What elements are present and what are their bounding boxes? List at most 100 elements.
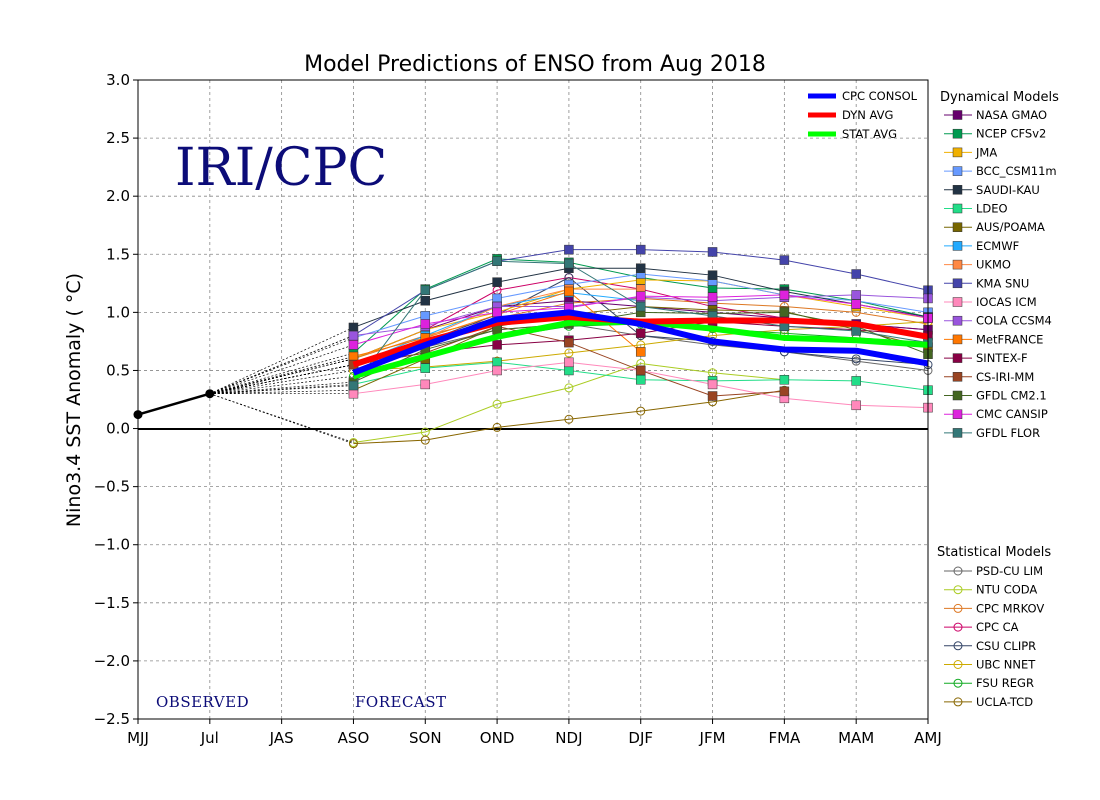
legend-swatch-marker (952, 241, 963, 251)
series-point (420, 363, 431, 373)
y-tick-label: 2.5 (106, 129, 130, 147)
series-point (492, 277, 502, 287)
series-point (348, 351, 359, 362)
legend-label-jma: JMA (975, 145, 997, 159)
series-point (635, 263, 646, 273)
y-tick-label: 2.0 (106, 187, 130, 205)
series-point (348, 388, 359, 399)
series-point (851, 290, 861, 300)
legend-label-cpc-mrkov: CPC MRKOV (976, 601, 1044, 615)
legend-swatch-marker (953, 660, 963, 669)
x-tick-label: JFM (699, 729, 726, 747)
series-point (564, 286, 574, 297)
dynamical-models-legend: NASA GMAO NCEP CFSv2 JMA BCC_CSM11m SAUDI-KA… (944, 108, 1057, 440)
series-point (779, 386, 790, 397)
fan-line (209, 358, 354, 395)
legend-label-saudi-kau: SAUDI-KAU (976, 183, 1040, 197)
summary-line-cpc-consol (352, 309, 929, 376)
legend-label-stat-avg: STAT AVG (842, 127, 897, 141)
legend-swatch-marker (952, 315, 963, 326)
fan-line (209, 352, 354, 395)
series-point (564, 337, 574, 348)
legend-swatch-marker (953, 585, 963, 595)
legend-label-sintex-f: SINTEX-F (976, 351, 1028, 365)
series-point (851, 376, 861, 386)
series-point (635, 301, 646, 312)
legend-label-iocas-icm: IOCAS ICM (976, 295, 1037, 309)
plot-frame (137, 79, 929, 720)
x-tick-label: AMJ (914, 729, 942, 747)
series-point (492, 422, 502, 432)
y-tick-labels: −2.5 −2.0 −1.5 −1.0 −0.5 0.0 0.5 1.0 1.5 2.0 2.5 3.… (94, 71, 138, 728)
series-point (492, 365, 502, 376)
series-point (348, 322, 359, 333)
legend-label-cpc-ca: CPC CA (976, 620, 1019, 634)
legend-swatch-marker (952, 147, 963, 158)
series-point (779, 290, 790, 300)
series-point (492, 256, 502, 266)
y-tick-label: 1.5 (106, 245, 130, 263)
series-point (492, 293, 502, 304)
legend-swatch-marker (953, 678, 963, 688)
series-gfdl-flor (348, 256, 933, 391)
series-point (635, 328, 646, 339)
legend-swatch-marker (952, 390, 963, 401)
series-line (353, 321, 929, 371)
legend-label-dyn-avg: DYN AVG (842, 108, 893, 122)
iri-cpc-watermark: IRI/CPC (175, 138, 387, 198)
legend-label-bcc-csm11m: BCC_CSM11m (976, 164, 1057, 178)
series-point (564, 258, 574, 269)
series-point (564, 414, 574, 424)
legend-label-csu-clipr: CSU CLIPR (976, 639, 1036, 653)
legend-swatch-marker (952, 222, 963, 232)
series-point (348, 330, 359, 341)
series-point (779, 307, 790, 318)
fan-line (209, 327, 354, 395)
legend-swatch-marker (952, 353, 963, 363)
fan-line (209, 344, 354, 395)
legend-swatch-marker (953, 566, 963, 576)
series-line (353, 362, 785, 443)
series-point (635, 365, 646, 376)
legend-swatch-marker (953, 622, 963, 632)
series-point (851, 354, 861, 364)
fan-line (209, 335, 354, 395)
x-tick-label: DJF (628, 729, 653, 747)
x-tick-label: JAS (269, 729, 294, 747)
legend-swatch-marker (952, 372, 963, 382)
legend-swatch-marker (952, 297, 963, 307)
x-tick-label: NDJ (555, 729, 582, 747)
legend-label-ubc-nnet: UBC NNET (976, 658, 1036, 672)
legend-label-gfdl-cm2-1: GFDL CM2.1 (976, 389, 1047, 403)
fan-line (209, 364, 354, 395)
fan-line (209, 393, 354, 444)
legend-label-ntu-coda: NTU CODA (976, 583, 1037, 597)
y-tick-label: −2.0 (94, 652, 130, 670)
fan-line (209, 337, 354, 395)
y-tick-label: −1.0 (94, 536, 130, 554)
legend-label-ukmo: UKMO (976, 258, 1011, 272)
series-point (779, 374, 790, 385)
legend-label-cpc-consol: CPC CONSOL (842, 89, 918, 103)
series-point (636, 406, 646, 416)
y-tick-label: −2.5 (94, 710, 130, 728)
fan-line (209, 356, 354, 395)
observed-annotation: OBSERVED (156, 693, 249, 711)
series-point (420, 295, 431, 306)
legend-swatch-marker (953, 603, 963, 613)
legend-label-cola-ccsm4: COLA CCSM4 (976, 314, 1052, 328)
y-tick-label: 1.0 (106, 303, 130, 321)
legend-swatch-marker (952, 409, 963, 419)
fan-line (209, 370, 354, 395)
x-tick-label: Jul (200, 729, 219, 747)
series-point (635, 291, 646, 301)
series-point (564, 365, 574, 376)
x-tick-label: FMA (768, 729, 801, 747)
series-point (492, 357, 502, 368)
series-point (420, 379, 431, 390)
series-point (707, 292, 718, 303)
legend-label-cs-iri-mm: CS-IRI-MM (976, 370, 1034, 384)
legend-label-ncep-cfsv2: NCEP CFSv2 (976, 127, 1046, 141)
legend-swatch-marker (953, 641, 963, 651)
